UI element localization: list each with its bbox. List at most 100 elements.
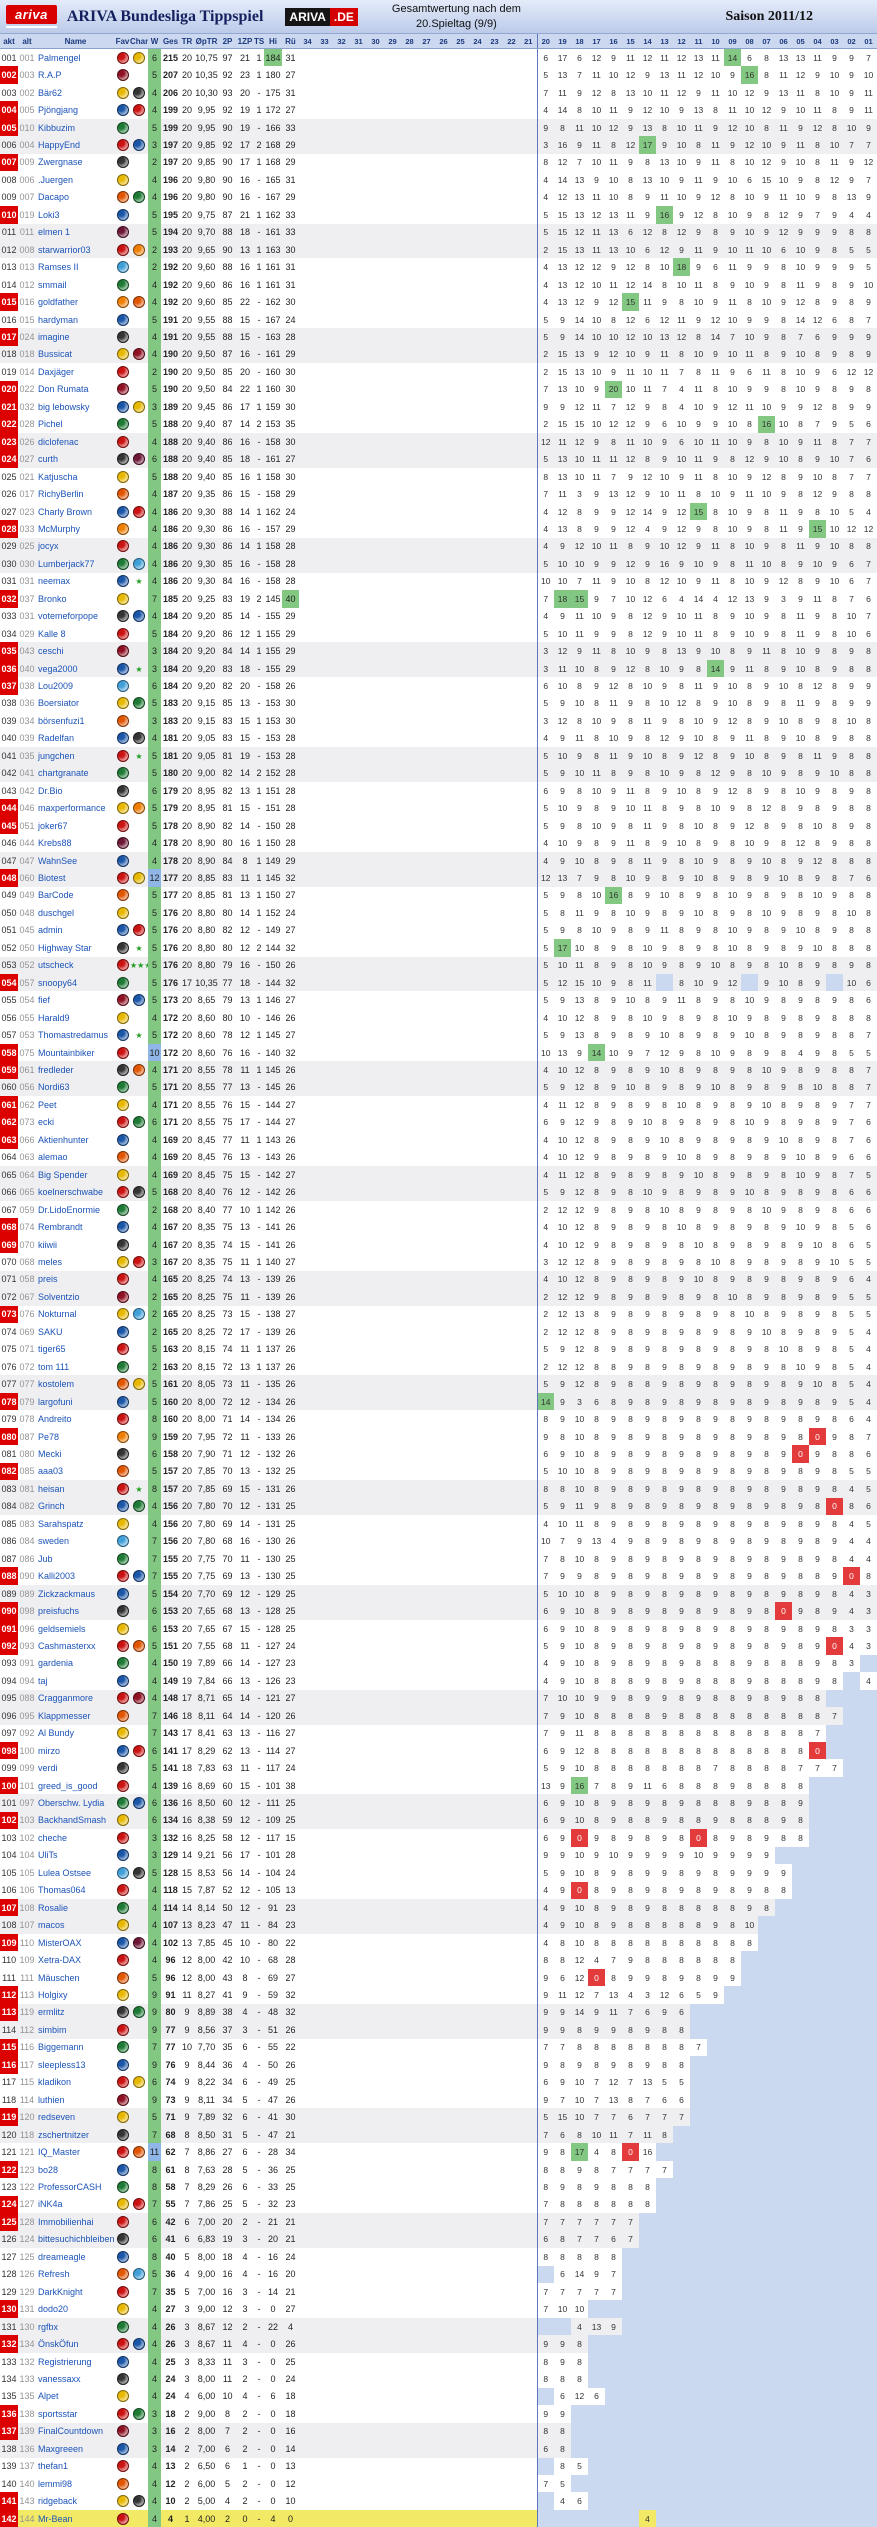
player-name-link[interactable]: Thomastredamus (38, 1030, 109, 1041)
player-name-link[interactable]: meles (38, 1256, 63, 1267)
player-name-link[interactable]: Pichel (38, 419, 63, 430)
player-name-link[interactable]: duschgel (38, 907, 75, 918)
player-name-link[interactable]: Boersiator (38, 698, 80, 709)
player-name-link[interactable]: kiiwii (38, 1239, 57, 1250)
player-name-link[interactable]: utscheck (38, 960, 74, 971)
player-name-link[interactable]: starwarrior03 (38, 244, 91, 255)
ariva-de-logo[interactable]: ARIVA .DE (285, 7, 358, 26)
player-name-link[interactable]: hardyman (38, 314, 79, 325)
player-name-link[interactable]: Andreito (38, 1414, 72, 1425)
player-name-link[interactable]: Bronko (38, 593, 67, 604)
player-name-link[interactable]: gardenia (38, 1658, 74, 1669)
player-name-link[interactable]: Zwergnase (38, 157, 83, 168)
player-name-link[interactable]: Krebs88 (38, 838, 72, 849)
player-name-link[interactable]: goldfather (38, 297, 79, 308)
future-matchday-cell (418, 1096, 435, 1113)
player-name-link[interactable]: Loki3 (38, 209, 60, 220)
player-name-link[interactable]: maxperformance (38, 803, 106, 814)
player-name-link[interactable]: RichyBerlin (38, 489, 84, 500)
player-name-link[interactable]: Highway Star (38, 942, 92, 953)
player-name-link[interactable]: smmail (38, 279, 67, 290)
player-name-link[interactable]: Lou2009 (38, 681, 74, 692)
player-name-link[interactable]: .Juergen (38, 174, 74, 185)
player-name-link[interactable]: Cashmasterxx (38, 1640, 96, 1651)
player-name-link[interactable]: koelnerschwabe (38, 1187, 104, 1198)
player-name-link[interactable]: imagine (38, 331, 70, 342)
player-name-link[interactable]: tom 111 (38, 1361, 70, 1372)
player-name-link[interactable]: votemeforpope (38, 611, 99, 622)
player-name-link[interactable]: fredleder (38, 1065, 74, 1075)
player-name-link[interactable]: preis (38, 1274, 58, 1285)
player-name-link[interactable]: joker67 (38, 820, 68, 831)
player-name-link[interactable]: snoopy64 (38, 977, 78, 988)
player-name-link[interactable]: neemax (38, 576, 71, 587)
player-name-link[interactable]: ceschi (38, 646, 64, 657)
ariva-logo[interactable]: ariva (6, 5, 57, 28)
player-name-link[interactable]: Jub (38, 1553, 53, 1564)
player-name-link[interactable]: largofuni (38, 1396, 73, 1407)
player-name-link[interactable]: Nokturnal (38, 1309, 77, 1320)
player-name-link[interactable]: Don Rumata (38, 384, 89, 395)
player-name-link[interactable]: Kalle 8 (38, 628, 66, 639)
player-name-link[interactable]: Ramses II (38, 262, 79, 273)
player-name-link[interactable]: Zickzackmaus (38, 1588, 96, 1599)
player-name-link[interactable]: alemao (38, 1152, 68, 1163)
player-name-link[interactable]: jocyx (38, 541, 59, 552)
player-name-link[interactable]: Dr.Bio (38, 785, 63, 796)
player-name-link[interactable]: Klappmesser (38, 1710, 91, 1721)
player-name-link[interactable]: Pe78 (38, 1431, 60, 1442)
player-name-link[interactable]: Dacapo (38, 192, 70, 203)
player-name-link[interactable]: Peet (38, 1099, 57, 1110)
player-name-link[interactable]: Kibbuzim (38, 122, 76, 133)
player-name-link[interactable]: WahnSee (38, 855, 78, 866)
player-name-link[interactable]: Aktienhunter (38, 1134, 89, 1145)
player-name-link[interactable]: Mecki (38, 1448, 62, 1459)
player-name-link[interactable]: Dr.LidoEnormie (38, 1204, 101, 1215)
player-name-link[interactable]: Bär62 (38, 87, 63, 98)
player-name-link[interactable]: Pjöngjang (38, 105, 79, 116)
player-name-link[interactable]: geldsemiels (38, 1623, 86, 1634)
player-name-link[interactable]: Kalli2003 (38, 1571, 76, 1582)
player-name-link[interactable]: Cragganmore (38, 1693, 94, 1704)
player-name-link[interactable]: vega2000 (38, 663, 78, 674)
player-name-link[interactable]: Al Bundy (38, 1728, 75, 1739)
player-name-link[interactable]: preisfuchs (38, 1606, 80, 1617)
player-name-link[interactable]: curth (38, 454, 59, 465)
player-name-link[interactable]: Nordi63 (38, 1082, 70, 1093)
player-name-link[interactable]: tiger65 (38, 1344, 66, 1355)
player-name-link[interactable]: kostolem (38, 1379, 75, 1390)
player-name-link[interactable]: taj (38, 1675, 48, 1686)
player-name-link[interactable]: Charly Brown (38, 506, 93, 517)
player-name-link[interactable]: Daxjäger (38, 366, 75, 377)
player-name-link[interactable]: Sarahspatz (38, 1518, 84, 1529)
player-name-link[interactable]: Mountainbiker (38, 1047, 95, 1058)
player-name-link[interactable]: Grinch (38, 1501, 65, 1512)
player-name-link[interactable]: Bussicat (38, 349, 73, 360)
player-name-link[interactable]: fief (38, 995, 51, 1006)
player-name-link[interactable]: admin (38, 925, 63, 936)
player-name-link[interactable]: Solventzio (38, 1291, 80, 1302)
player-name-link[interactable]: chartgranate (38, 768, 89, 779)
player-name-link[interactable]: börsenfuzi1 (38, 715, 85, 726)
player-name-link[interactable]: Lumberjack77 (38, 558, 95, 569)
player-name-link[interactable]: big lebowsky (38, 401, 90, 412)
player-name-link[interactable]: Katjuscha (38, 471, 78, 482)
player-name-link[interactable]: Biotest (38, 873, 66, 884)
player-name-link[interactable]: jungchen (38, 750, 75, 761)
player-name-link[interactable]: Radelfan (38, 733, 75, 744)
player-name-link[interactable]: McMurphy (38, 523, 81, 534)
player-name-link[interactable]: Palmengel (38, 52, 81, 63)
player-name-link[interactable]: heisan (38, 1483, 65, 1494)
player-name-link[interactable]: ecki (38, 1117, 55, 1128)
player-name-link[interactable]: sweden (38, 1536, 70, 1547)
player-name-link[interactable]: aaa03 (38, 1466, 64, 1477)
player-name-link[interactable]: R.A.P (38, 70, 62, 81)
player-name-link[interactable]: Big Spender (38, 1169, 88, 1180)
player-name-link[interactable]: Rembrandt (38, 1222, 83, 1233)
player-name-link[interactable]: BarCode (38, 890, 74, 901)
player-name-link[interactable]: Harald9 (38, 1012, 70, 1023)
player-name-link[interactable]: HappyEnd (38, 139, 81, 150)
player-name-link[interactable]: SAKU (38, 1326, 63, 1337)
player-name-link[interactable]: diclofenac (38, 436, 79, 447)
player-name-link[interactable]: elmen 1 (38, 227, 71, 238)
